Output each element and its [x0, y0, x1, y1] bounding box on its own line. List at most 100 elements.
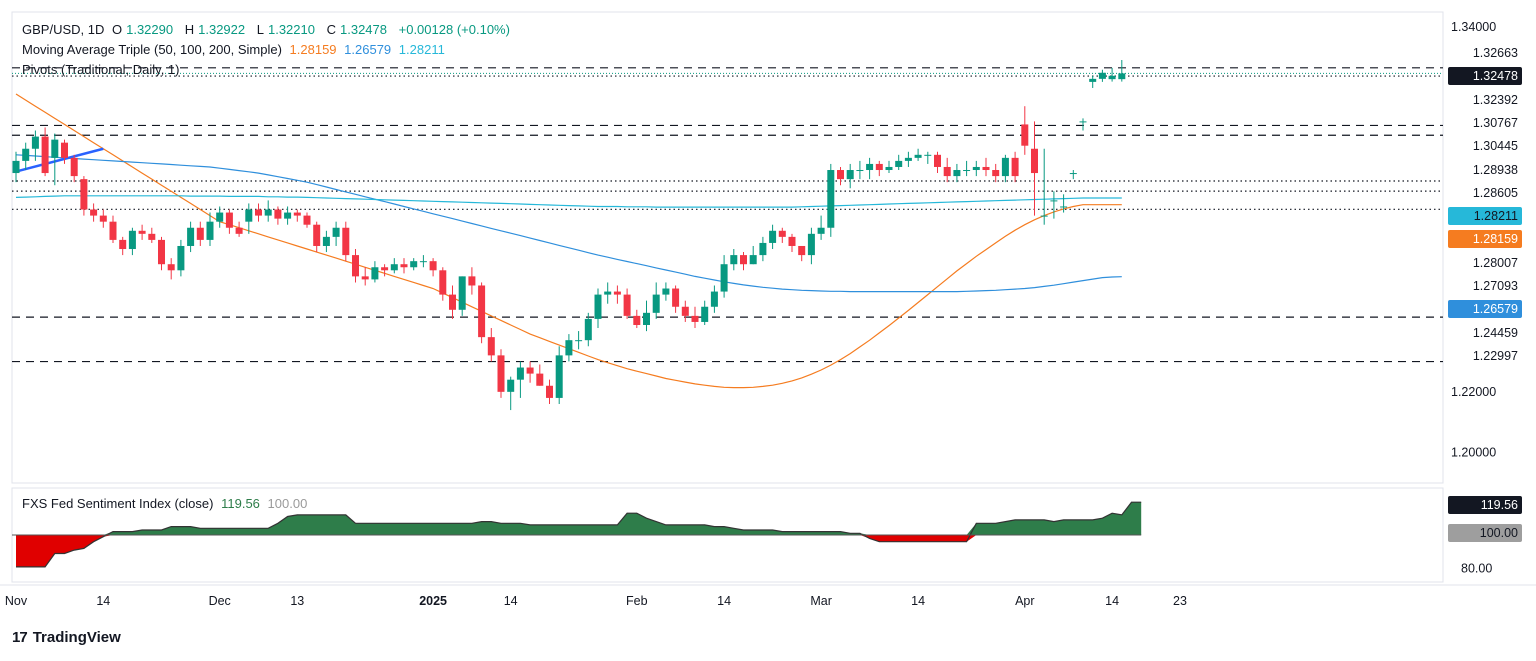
x-tick-label: 2025	[419, 594, 447, 608]
candle-body	[681, 306, 689, 316]
candle-body	[982, 166, 990, 171]
candle-body	[90, 209, 98, 216]
candle-body	[623, 294, 631, 316]
candle-body	[61, 142, 68, 158]
candle-body	[594, 294, 602, 319]
candle-body	[788, 236, 796, 246]
candle-body	[342, 227, 350, 256]
candle-body	[109, 221, 117, 240]
candle-body	[439, 270, 447, 295]
price-axis-label: 1.27093	[1448, 277, 1522, 295]
high-label: H 1.32922	[184, 22, 246, 37]
candle-body	[138, 230, 146, 234]
price-axis-label: 1.28211	[1448, 207, 1522, 226]
x-tick-label: 14	[1105, 594, 1119, 608]
ohlc-legend: GBP/USD, 1D O 1.32290 H 1.32922 L 1.32210 C…	[22, 22, 514, 37]
candle-body	[1040, 215, 1048, 217]
open-label: O 1.32290	[111, 22, 174, 37]
candle-body	[759, 242, 767, 256]
price-axis-label: 1.30767	[1448, 113, 1522, 132]
pivots-legend: Pivots (Traditional, Daily, 1)	[22, 62, 184, 77]
symbol-label: GBP/USD, 1D	[22, 22, 105, 37]
ma200-value: 1.28211	[398, 42, 445, 57]
sentiment-line	[16, 501, 1142, 568]
price-axis-label: 1.28938	[1448, 160, 1522, 179]
candle-body	[526, 367, 534, 374]
candle-body	[846, 170, 854, 180]
x-tick-label: Nov	[5, 594, 28, 608]
price-axis-label: 1.32663	[1448, 44, 1522, 62]
candle-body	[837, 170, 844, 180]
candle-body	[1089, 78, 1097, 82]
candle-body	[536, 373, 544, 386]
candle-body	[303, 215, 311, 225]
price-axis-label: 1.22997	[1448, 346, 1522, 365]
candle-body	[914, 154, 922, 158]
candle-body	[51, 139, 59, 158]
candle-body	[507, 379, 515, 392]
y-tick-label: 1.22000	[1451, 385, 1496, 399]
candle-body	[458, 276, 466, 310]
candle-body	[817, 227, 825, 234]
x-tick-label: 14	[911, 594, 925, 608]
indicator-y-tick-label: 80.00	[1461, 562, 1492, 576]
candle-body	[516, 367, 524, 380]
candle-body	[866, 163, 874, 171]
candle-body	[70, 157, 78, 177]
price-axis-label: 1.32392	[1448, 90, 1522, 109]
candle-body	[497, 355, 505, 392]
candle-body	[128, 230, 136, 250]
candle-body	[284, 212, 292, 219]
candle-body	[1098, 72, 1106, 79]
indicator-price-label: 119.56	[1448, 496, 1522, 514]
main-pane-frame	[11, 11, 1444, 484]
candle-body	[1118, 73, 1126, 80]
candle-body	[875, 163, 883, 171]
candle-body	[177, 245, 185, 271]
brand-name: TradingView	[32, 629, 121, 646]
indicator-baseline: 100.00	[267, 496, 308, 511]
candle-body	[322, 236, 330, 246]
candle-body	[546, 385, 553, 398]
price-axis-label: 1.28007	[1448, 253, 1522, 272]
candle-body	[691, 315, 699, 322]
change-label: +0.00128 (+0.10%)	[398, 22, 510, 37]
x-tick-label: 14	[717, 594, 731, 608]
candle-body	[487, 337, 495, 356]
indicator-value: 119.56	[221, 496, 260, 511]
candle-body	[429, 261, 437, 271]
candle-body	[332, 227, 340, 237]
candle-body	[652, 294, 660, 313]
candle-body	[245, 209, 253, 222]
tradingview-brand[interactable]: 17 TradingView	[12, 629, 121, 646]
candle-body	[798, 245, 806, 256]
candle-body	[264, 209, 272, 216]
ma-legend-label: Moving Average Triple (50, 100, 200, Sim…	[22, 42, 282, 57]
candle-body	[1031, 148, 1038, 174]
candle-body	[293, 212, 301, 216]
price-axis-label: 1.24459	[1448, 323, 1522, 342]
ma50-value: 1.28159	[289, 42, 337, 57]
candle-body	[12, 160, 20, 174]
close-label: C 1.32478	[326, 22, 387, 37]
sentiment-positive-area	[16, 502, 1142, 535]
candle-body	[361, 276, 369, 280]
ma100-value: 1.26579	[344, 42, 392, 57]
candle-body	[80, 179, 88, 210]
price-axis-label: 1.28159	[1448, 230, 1522, 249]
candle-body	[827, 170, 835, 228]
candle-body	[972, 166, 980, 171]
candle-body	[31, 136, 39, 149]
candle-body	[1108, 75, 1116, 80]
candle-body	[206, 221, 214, 240]
candle-body	[148, 233, 156, 240]
candle-body	[22, 148, 30, 161]
candle-body	[778, 230, 786, 237]
candle-body	[895, 160, 903, 167]
candle-body	[99, 215, 107, 222]
trend-line	[15, 147, 104, 173]
candle-body	[274, 209, 282, 219]
candle-body	[934, 154, 941, 167]
candle-body	[953, 170, 961, 177]
